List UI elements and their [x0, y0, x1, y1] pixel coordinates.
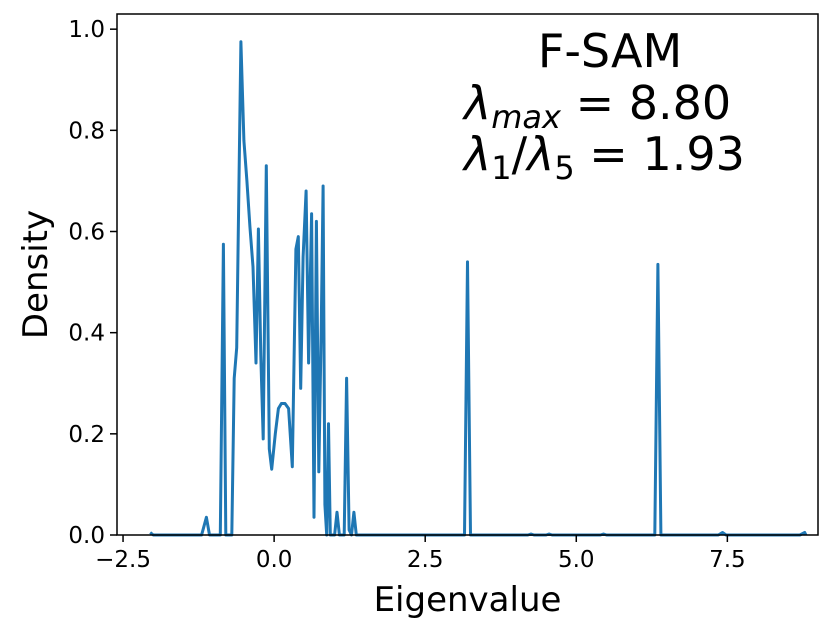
ratio-value: = 1.93: [575, 127, 745, 181]
lambda-subscript: max: [491, 98, 562, 136]
annotation-box: F-SAM λmax = 8.80 λ1/λ5 = 1.93: [461, 24, 745, 187]
lambda5-subscript: 5: [554, 149, 574, 187]
y-tick-label: 0.4: [68, 321, 105, 347]
y-tick-label: 0.6: [68, 220, 105, 246]
x-tick-label: 0.0: [256, 547, 293, 573]
x-axis-label: Eigenvalue: [374, 580, 562, 620]
x-axis-ticks: −2.5 0.0 2.5 5.0 7.5: [95, 535, 746, 573]
ratio-slash: /: [512, 127, 528, 181]
plot-frame: [116, 13, 819, 536]
y-axis-ticks: 0.0 0.2 0.4 0.6 0.8 1.0: [68, 17, 117, 549]
annotation-lambda-ratio: λ1/λ5 = 1.93: [461, 127, 745, 187]
y-tick-label: 1.0: [68, 17, 105, 43]
lambda1-subscript: 1: [491, 149, 511, 187]
y-axis-label: Density: [16, 210, 56, 339]
y-tick-label: 0.8: [68, 118, 105, 144]
annotation-lambda-max: λmax = 8.80: [461, 76, 731, 136]
x-tick-label: −2.5: [95, 547, 151, 573]
annotation-title: F-SAM: [538, 24, 682, 78]
lambda1-symbol: λ: [461, 127, 491, 181]
lambda5-symbol: λ: [524, 127, 554, 181]
y-tick-label: 0.0: [68, 523, 105, 549]
lambda-symbol: λ: [461, 76, 491, 130]
lambda-max-value: = 8.80: [561, 76, 731, 130]
x-tick-label: 2.5: [407, 547, 444, 573]
y-tick-label: 0.2: [68, 422, 105, 448]
x-tick-label: 5.0: [558, 547, 595, 573]
x-tick-label: 7.5: [709, 547, 746, 573]
